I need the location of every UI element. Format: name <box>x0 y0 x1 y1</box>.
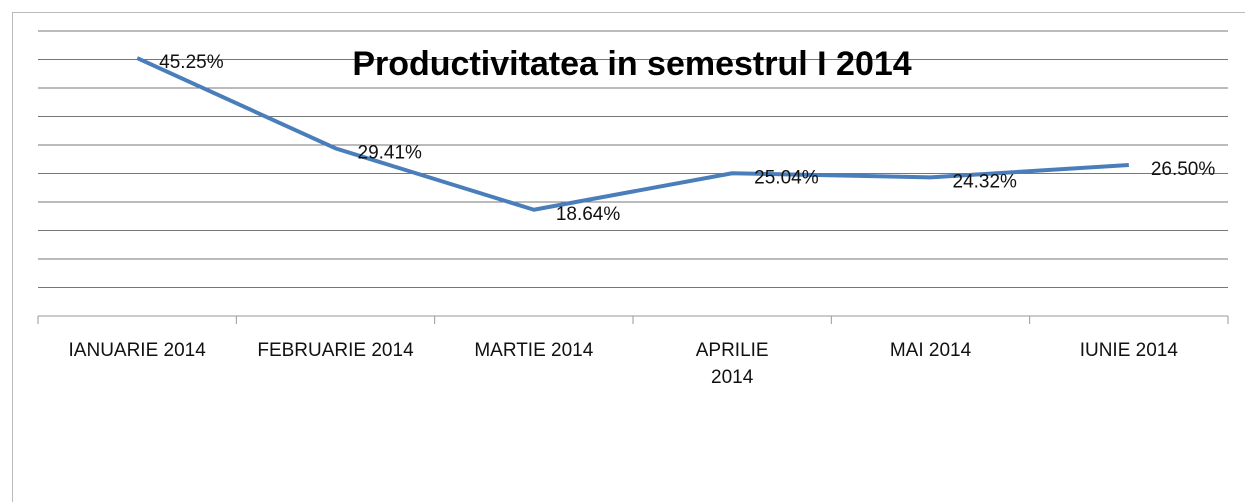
x-tick-label: MAI 2014 <box>889 340 972 361</box>
x-tick-label: APRILIE 2014 <box>695 340 769 388</box>
line <box>136 56 1129 212</box>
chart-title: Productivitatea in semestrul I 2014 <box>352 45 911 83</box>
x-tick-label: FEBRUARIE 2014 <box>257 340 414 361</box>
data-label: 45.25% <box>159 52 224 73</box>
data-label: 24.32% <box>953 171 1018 192</box>
chart-frame <box>12 12 1245 502</box>
series: 45.25% 29.41% 18.64% 25.04% 24.32% 26.50% <box>136 52 1216 225</box>
data-label: 26.50% <box>1151 159 1216 180</box>
x-tick-label: IANUARIE 2014 <box>68 340 206 361</box>
data-label: 29.41% <box>358 142 423 163</box>
data-label: 18.64% <box>556 204 621 225</box>
x-tick-label: IUNIE 2014 <box>1079 340 1178 361</box>
x-tick-label: MARTIE 2014 <box>474 340 594 361</box>
data-label: 25.04% <box>754 167 819 188</box>
